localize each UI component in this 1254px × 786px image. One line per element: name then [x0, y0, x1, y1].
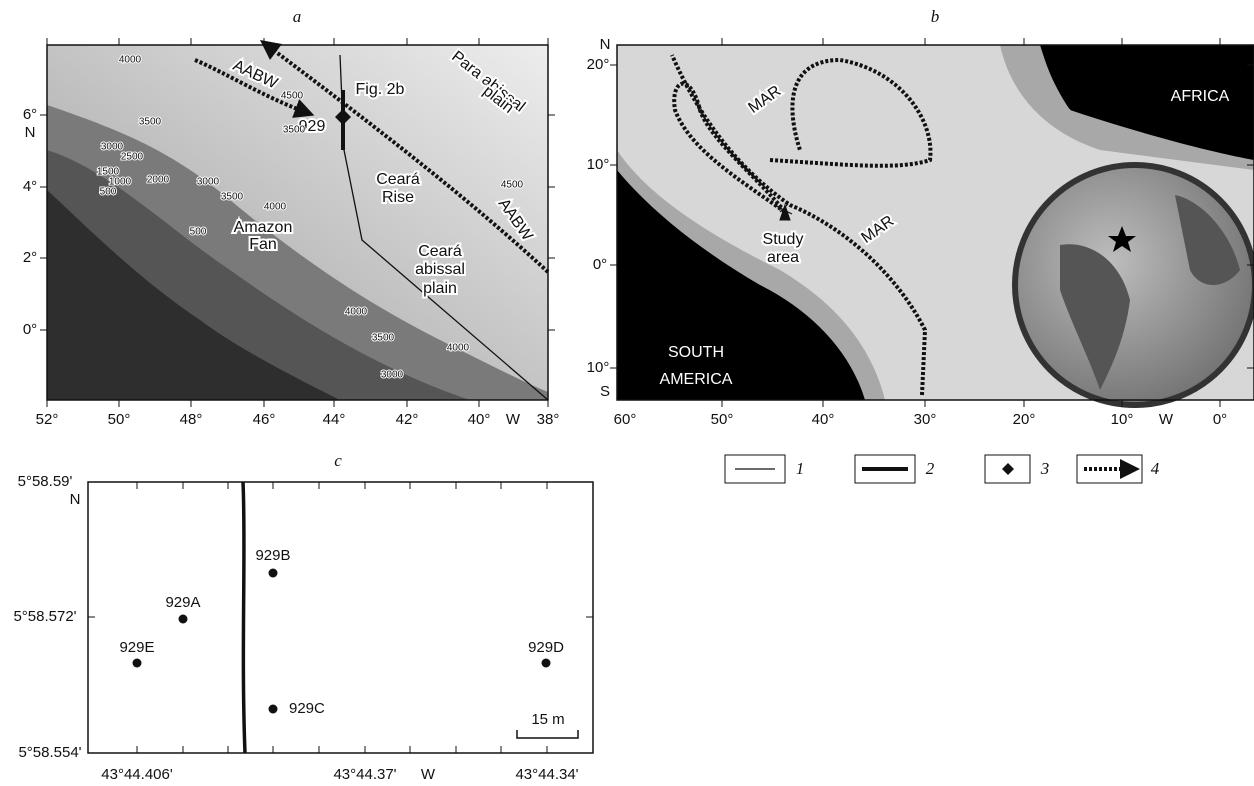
- contour-label: 3500: [283, 125, 306, 136]
- map-label: AFRICA: [1171, 88, 1230, 105]
- contour-label: 4500: [281, 91, 304, 102]
- map-c: [88, 482, 593, 753]
- y-tick-label: N: [70, 491, 81, 508]
- x-tick-label: 40°: [812, 411, 835, 428]
- x-tick-label: 42°: [396, 411, 419, 428]
- frame: [88, 482, 593, 753]
- contour-label: 3000: [197, 177, 220, 188]
- y-tick-label: 5°58.572': [13, 608, 76, 625]
- y-tick-label: 2°: [23, 249, 37, 266]
- map-label: Amazon: [234, 219, 293, 236]
- globe: [1015, 165, 1254, 405]
- map-label: SOUTH: [668, 344, 724, 361]
- y-tick-label: 20°: [587, 56, 610, 73]
- map-label: Rise: [382, 189, 414, 206]
- y-tick-label: 5°58.554': [18, 744, 81, 761]
- site-label: 929A: [165, 594, 200, 611]
- site-label: 929C: [289, 700, 325, 717]
- y-tick-label: N: [600, 36, 611, 53]
- site-label: 929B: [255, 547, 290, 564]
- contour-label: 2000: [147, 175, 170, 186]
- map-label: Fan: [249, 236, 277, 253]
- map-label: Fig. 2b: [356, 81, 405, 98]
- contour-label: 3000: [381, 370, 404, 381]
- site-point: [269, 569, 278, 578]
- legend-label: 1: [796, 459, 805, 478]
- contour-label: 3500: [221, 192, 244, 203]
- x-tick-label: 43°44.34': [515, 766, 578, 783]
- contour-label: 4500: [501, 180, 524, 191]
- contour-label: 3500: [139, 117, 162, 128]
- site-label: 929D: [528, 639, 564, 656]
- figure: a52°50°48°46°44°42°40°W38°6°N4°2°0°AABWP…: [0, 0, 1254, 786]
- contour-label: 3500: [372, 333, 395, 344]
- panel-letter: c: [334, 451, 342, 470]
- y-tick-label: 5°58.59': [18, 473, 73, 490]
- x-tick-label: 38°: [537, 411, 560, 428]
- y-tick-label: N: [25, 124, 36, 141]
- y-tick-label: 10°: [587, 156, 610, 173]
- x-tick-label: 52°: [36, 411, 59, 428]
- scale-label: 15 m: [531, 711, 564, 728]
- map-label: Ceará: [418, 243, 462, 260]
- x-tick-label: 43°44.37': [333, 766, 396, 783]
- site-label: 929E: [119, 639, 154, 656]
- x-tick-label: 20°: [1013, 411, 1036, 428]
- site-point: [542, 659, 551, 668]
- panel-letter: b: [931, 7, 940, 26]
- y-tick-label: 6°: [23, 106, 37, 123]
- legend-label: 3: [1040, 459, 1050, 478]
- site-point: [179, 615, 188, 624]
- x-tick-label: 60°: [614, 411, 637, 428]
- contour-label: 500: [190, 227, 207, 238]
- x-tick-label: 46°: [253, 411, 276, 428]
- panel-letter: a: [293, 7, 302, 26]
- x-tick-label: 48°: [180, 411, 203, 428]
- map-label: area: [767, 249, 799, 266]
- map-label: plain: [423, 280, 457, 297]
- contour-label: 4000: [119, 55, 142, 66]
- map-label: Ceará: [376, 171, 420, 188]
- y-tick-label: 10°: [587, 359, 610, 376]
- contour-label: 2500: [121, 152, 144, 163]
- x-tick-label: 50°: [108, 411, 131, 428]
- map-label: AMERICA: [660, 371, 733, 388]
- x-tick-label: W: [1159, 411, 1174, 428]
- legend-label: 2: [926, 459, 935, 478]
- contour-label: 4000: [345, 307, 368, 318]
- contour-label: 4000: [447, 343, 470, 354]
- y-tick-label: 0°: [23, 321, 37, 338]
- x-tick-label: 10°: [1111, 411, 1134, 428]
- x-tick-label: W: [506, 411, 521, 428]
- legend-label: 4: [1151, 459, 1160, 478]
- map-label: abissal: [415, 261, 465, 278]
- x-tick-label: 43°44.406': [101, 766, 173, 783]
- y-tick-label: 0°: [593, 256, 607, 273]
- map-label: Study: [763, 231, 804, 248]
- x-tick-label: 50°: [711, 411, 734, 428]
- y-tick-label: S: [600, 383, 610, 400]
- x-tick-label: 30°: [914, 411, 937, 428]
- x-tick-label: 0°: [1213, 411, 1227, 428]
- x-tick-label: W: [421, 766, 436, 783]
- y-tick-label: 4°: [23, 178, 37, 195]
- site-point: [269, 705, 278, 714]
- profile-line: [243, 482, 245, 753]
- contour-label: 4000: [264, 202, 287, 213]
- x-tick-label: 40°: [468, 411, 491, 428]
- x-tick-label: 44°: [323, 411, 346, 428]
- contour-label: 500: [100, 187, 117, 198]
- site-point: [133, 659, 142, 668]
